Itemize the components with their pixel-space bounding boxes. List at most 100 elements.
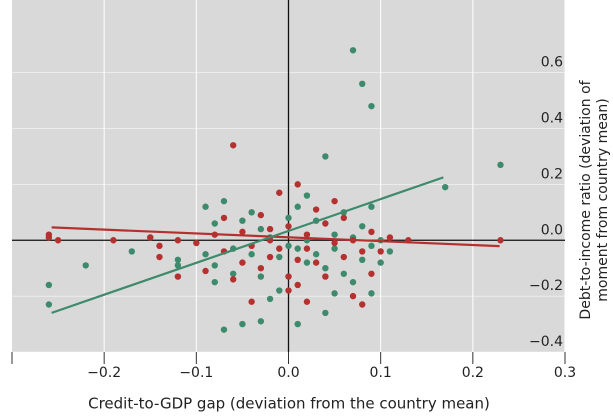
point [110, 237, 117, 244]
point [497, 161, 504, 169]
point [368, 290, 375, 297]
point [276, 245, 283, 252]
point [257, 318, 265, 325]
y-axis-label: Debt-to-income ratio (deviation of [578, 79, 594, 319]
point [368, 203, 375, 210]
point [230, 276, 237, 283]
point [239, 259, 246, 266]
point [220, 326, 228, 333]
marks [45, 47, 504, 333]
point [54, 237, 62, 244]
point [322, 309, 329, 317]
point [359, 80, 366, 88]
point [340, 270, 347, 277]
point [312, 206, 320, 213]
point [82, 262, 89, 269]
point [193, 239, 200, 247]
point [266, 225, 274, 233]
x-tick-label: 0.0 [277, 365, 299, 381]
point [211, 220, 218, 227]
point [174, 262, 182, 269]
point [257, 264, 265, 272]
point [294, 181, 301, 188]
point [239, 228, 246, 236]
point [294, 320, 301, 328]
y-tick-label: 0.0 [541, 222, 563, 238]
x-tick-label: −0.2 [87, 365, 121, 381]
point [230, 142, 237, 149]
point [349, 47, 357, 54]
point [331, 290, 338, 297]
point [368, 242, 375, 250]
x-tick-label: 0.3 [554, 365, 576, 381]
point [128, 248, 136, 255]
y-tick-label: 0.6 [541, 55, 563, 71]
point [266, 253, 274, 261]
point [331, 245, 338, 252]
point [294, 245, 301, 252]
point [386, 234, 394, 241]
point [331, 197, 338, 205]
point [303, 245, 311, 252]
point [174, 273, 182, 280]
point [377, 259, 384, 266]
point [322, 273, 329, 280]
point [285, 273, 292, 280]
trend-line [51, 226, 500, 248]
point [257, 273, 265, 280]
point [331, 231, 338, 238]
y-axis-label: moment from country mean) [595, 98, 611, 301]
point [322, 153, 329, 160]
x-axis-label: Credit-to-GDP gap (deviation from the co… [88, 395, 490, 413]
point [276, 189, 283, 196]
point [174, 237, 182, 244]
point [303, 298, 311, 305]
point [340, 214, 347, 222]
point [220, 214, 228, 222]
y-tick-label: −0.4 [529, 334, 563, 350]
point [248, 251, 255, 258]
point [285, 287, 292, 294]
point [220, 197, 228, 205]
point [211, 262, 218, 269]
point [239, 217, 246, 224]
point [322, 220, 329, 227]
point [368, 228, 375, 236]
point [386, 248, 394, 255]
point [285, 223, 292, 230]
point [248, 209, 255, 216]
point [331, 239, 338, 247]
point [322, 264, 329, 272]
point [285, 242, 292, 250]
point [266, 295, 274, 303]
axes: −0.2 −0.1 0.0 0.1 0.2 0.3 −0.4 −0.2 0.0 0.2 0.4 0.6 [11, 0, 576, 381]
point [368, 102, 375, 110]
x-tick-label: 0.1 [370, 365, 392, 381]
point [202, 251, 209, 258]
point [248, 298, 255, 305]
point [312, 259, 320, 266]
point [230, 270, 237, 277]
point [303, 259, 311, 266]
point [359, 301, 366, 308]
point [257, 225, 265, 233]
point [303, 231, 311, 238]
point [156, 253, 163, 261]
y-tick-label: 0.4 [541, 111, 563, 127]
point [294, 203, 301, 210]
point [45, 301, 53, 308]
point [285, 214, 292, 222]
point [359, 223, 366, 230]
point [349, 278, 357, 286]
point [211, 278, 218, 286]
point [45, 234, 53, 241]
point [174, 256, 182, 264]
point [497, 237, 504, 244]
point [377, 248, 384, 255]
point [276, 253, 283, 261]
point [359, 256, 366, 264]
y-tick-label: 0.2 [541, 166, 563, 182]
trend-line [51, 176, 444, 314]
point [276, 287, 283, 294]
